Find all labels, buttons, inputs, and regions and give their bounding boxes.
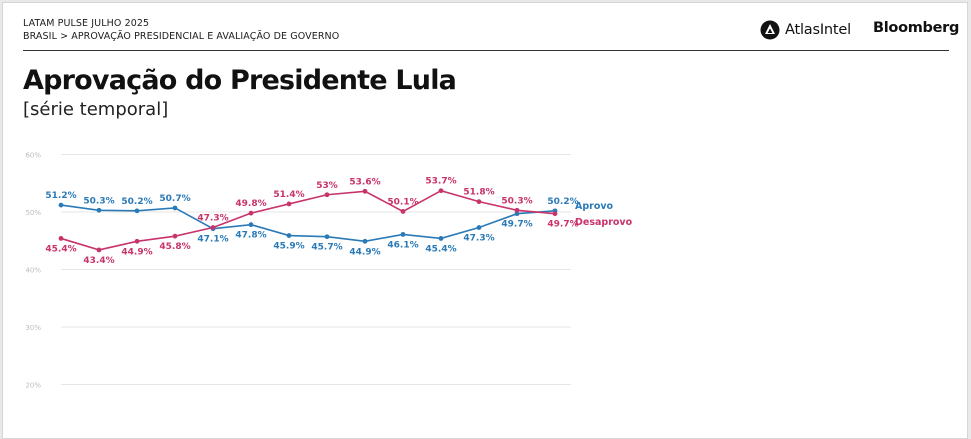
data-label: 43.4% — [83, 256, 114, 266]
header-divider — [23, 50, 949, 51]
page-subtitle: [série temporal] — [23, 99, 169, 120]
atlasintel-mark-icon — [760, 20, 780, 40]
data-label: 49.7% — [547, 220, 578, 230]
data-point — [438, 236, 444, 241]
data-point — [134, 208, 140, 214]
data-label: 53.6% — [349, 177, 380, 187]
data-point — [248, 210, 254, 216]
y-tick-label: 30% — [25, 324, 41, 332]
data-label: 49.7% — [501, 220, 532, 230]
report-header: LATAM PULSE JULHO 2025 BRASIL > APROVAÇÃ… — [23, 17, 339, 43]
data-point — [210, 225, 216, 230]
data-label: 47.3% — [197, 214, 228, 224]
data-label: 49.8% — [235, 199, 266, 209]
data-point — [172, 205, 178, 211]
series-line-aprovo — [60, 204, 556, 243]
data-point — [324, 234, 330, 240]
data-label: 53.7% — [425, 177, 456, 187]
survey-name: LATAM PULSE JULHO 2025 — [23, 18, 150, 29]
data-label: 53% — [316, 181, 338, 191]
data-point — [476, 199, 482, 205]
page-title: Aprovação do Presidente Lula — [23, 65, 457, 96]
data-point — [172, 233, 178, 239]
data-point — [248, 222, 254, 228]
data-label: 44.9% — [121, 247, 152, 257]
data-point — [514, 211, 520, 217]
data-label: 45.8% — [159, 242, 190, 252]
y-tick-label: 60% — [25, 152, 41, 160]
data-label: 51.8% — [463, 188, 494, 198]
data-label: 44.9% — [349, 247, 380, 257]
bloomberg-logo: Bloomberg — [873, 20, 960, 36]
data-label: 51.2% — [45, 191, 76, 201]
series-line-desaprovo — [60, 189, 556, 251]
data-point — [134, 238, 140, 244]
atlasintel-logo: AtlasIntel — [760, 18, 851, 42]
data-label: 45.9% — [273, 242, 304, 252]
data-point — [400, 209, 406, 214]
data-point — [552, 211, 558, 217]
data-label: 50.7% — [159, 194, 190, 204]
data-point — [514, 207, 520, 213]
atlasintel-wordmark: AtlasIntel — [785, 22, 851, 38]
y-tick-label: 20% — [25, 382, 41, 390]
data-point — [438, 188, 444, 194]
data-point — [286, 233, 292, 238]
data-label: 50.1% — [387, 197, 418, 207]
data-point — [476, 225, 482, 230]
approval-line-chart: 60% 50% 40% 30% 20% 51.2% 50.3% 50.2% 50.7% 47.1%… — [25, 152, 633, 390]
breadcrumb: BRASIL > APROVAÇÃO PRESIDENCIAL E AVALIA… — [23, 31, 340, 42]
data-point — [362, 238, 368, 244]
data-label: 50.2% — [547, 197, 578, 207]
data-label: 47.8% — [235, 231, 266, 241]
data-point — [400, 232, 406, 237]
data-point — [286, 201, 292, 207]
data-point — [96, 207, 102, 213]
data-point — [362, 188, 368, 194]
data-label: 45.7% — [311, 243, 342, 253]
data-label: 50.3% — [83, 196, 114, 206]
legend-label-desaprovo: Desaprovo — [575, 217, 633, 228]
data-label: 45.4% — [425, 244, 456, 254]
data-label: 47.1% — [197, 235, 228, 245]
data-label: 47.3% — [463, 234, 494, 244]
data-label: 46.1% — [387, 240, 418, 250]
data-label: 51.4% — [273, 190, 304, 200]
data-point — [324, 192, 330, 198]
data-label: 50.2% — [121, 197, 152, 207]
y-tick-label: 50% — [25, 209, 41, 217]
data-label: 45.4% — [45, 244, 76, 254]
data-point — [58, 202, 64, 208]
y-tick-label: 40% — [25, 267, 41, 275]
data-label: 50.3% — [501, 196, 532, 206]
data-point — [58, 236, 64, 241]
data-point — [96, 247, 102, 253]
legend-label-aprovo: Aprovo — [575, 201, 614, 212]
